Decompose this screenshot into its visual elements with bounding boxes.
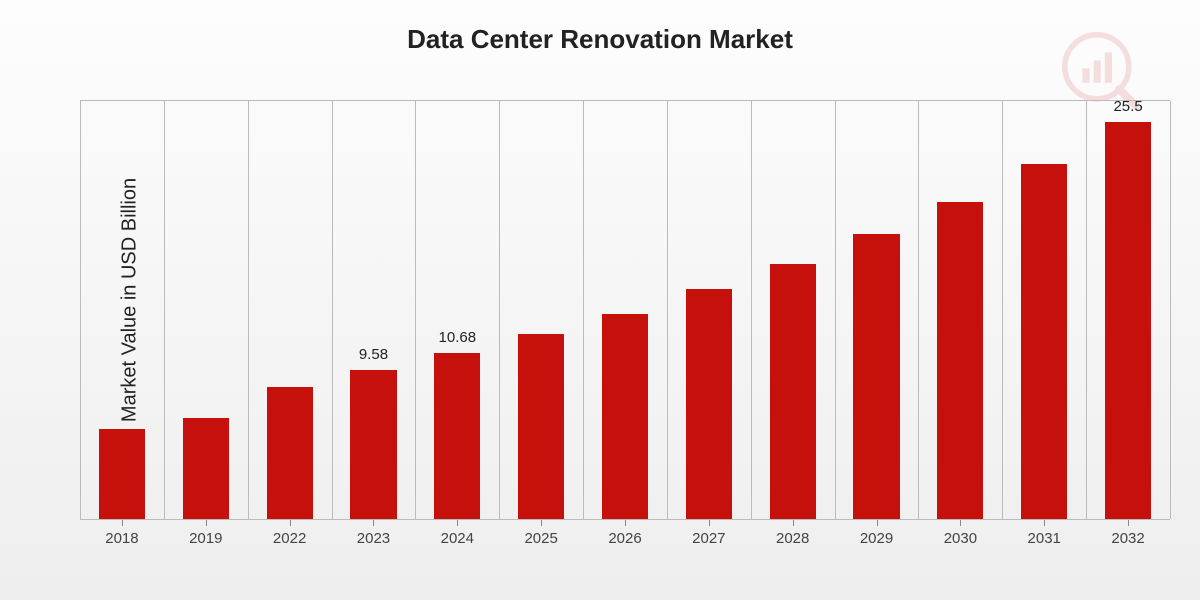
x-tick-label: 2028 bbox=[776, 530, 809, 547]
bar bbox=[686, 289, 732, 519]
bar-value-label: 10.68 bbox=[434, 329, 480, 346]
bar: 9.58 bbox=[350, 370, 396, 519]
bar-value-label: 25.5 bbox=[1105, 98, 1151, 115]
x-tick-label: 2018 bbox=[105, 530, 138, 547]
bar: 25.5 bbox=[1105, 122, 1151, 519]
chart-plot-area: 9.58 10.68 25.5 bbox=[80, 100, 1170, 520]
bar bbox=[183, 418, 229, 519]
x-tick bbox=[709, 520, 710, 526]
bar bbox=[518, 334, 564, 519]
bar bbox=[770, 264, 816, 519]
gridline bbox=[918, 101, 919, 519]
gridline bbox=[80, 101, 81, 519]
x-tick-label: 2029 bbox=[860, 530, 893, 547]
gridline bbox=[751, 101, 752, 519]
x-tick-label: 2024 bbox=[441, 530, 474, 547]
x-tick bbox=[541, 520, 542, 526]
bars-layer: 9.58 10.68 25.5 bbox=[80, 101, 1170, 519]
gridline bbox=[248, 101, 249, 519]
bar bbox=[1021, 164, 1067, 519]
bar bbox=[99, 429, 145, 519]
x-tick bbox=[1044, 520, 1045, 526]
x-tick-label: 2019 bbox=[189, 530, 222, 547]
gridline bbox=[332, 101, 333, 519]
gridline bbox=[835, 101, 836, 519]
gridline bbox=[164, 101, 165, 519]
x-tick bbox=[290, 520, 291, 526]
x-tick bbox=[877, 520, 878, 526]
x-tick-label: 2023 bbox=[357, 530, 390, 547]
bar: 10.68 bbox=[434, 353, 480, 519]
x-axis: 2018 2019 2022 2023 2024 2025 2026 2027 2028 2029… bbox=[80, 520, 1170, 560]
x-tick bbox=[122, 520, 123, 526]
gridline bbox=[1170, 101, 1171, 519]
gridline bbox=[1002, 101, 1003, 519]
chart-title: Data Center Renovation Market bbox=[0, 24, 1200, 55]
bar bbox=[853, 234, 899, 519]
x-tick-label: 2032 bbox=[1111, 530, 1144, 547]
x-tick-label: 2030 bbox=[944, 530, 977, 547]
x-tick bbox=[373, 520, 374, 526]
x-tick bbox=[960, 520, 961, 526]
x-tick bbox=[793, 520, 794, 526]
bar bbox=[937, 202, 983, 519]
bar bbox=[267, 387, 313, 519]
gridline bbox=[499, 101, 500, 519]
gridline bbox=[415, 101, 416, 519]
x-tick bbox=[206, 520, 207, 526]
x-tick bbox=[457, 520, 458, 526]
x-tick-label: 2031 bbox=[1028, 530, 1061, 547]
bar-value-label: 9.58 bbox=[350, 346, 396, 363]
gridline bbox=[583, 101, 584, 519]
x-tick bbox=[625, 520, 626, 526]
gridline bbox=[667, 101, 668, 519]
x-tick-label: 2026 bbox=[608, 530, 641, 547]
x-tick bbox=[1128, 520, 1129, 526]
bar bbox=[602, 314, 648, 519]
x-tick-label: 2027 bbox=[692, 530, 725, 547]
gridline bbox=[1086, 101, 1087, 519]
x-tick-label: 2022 bbox=[273, 530, 306, 547]
x-tick-label: 2025 bbox=[524, 530, 557, 547]
